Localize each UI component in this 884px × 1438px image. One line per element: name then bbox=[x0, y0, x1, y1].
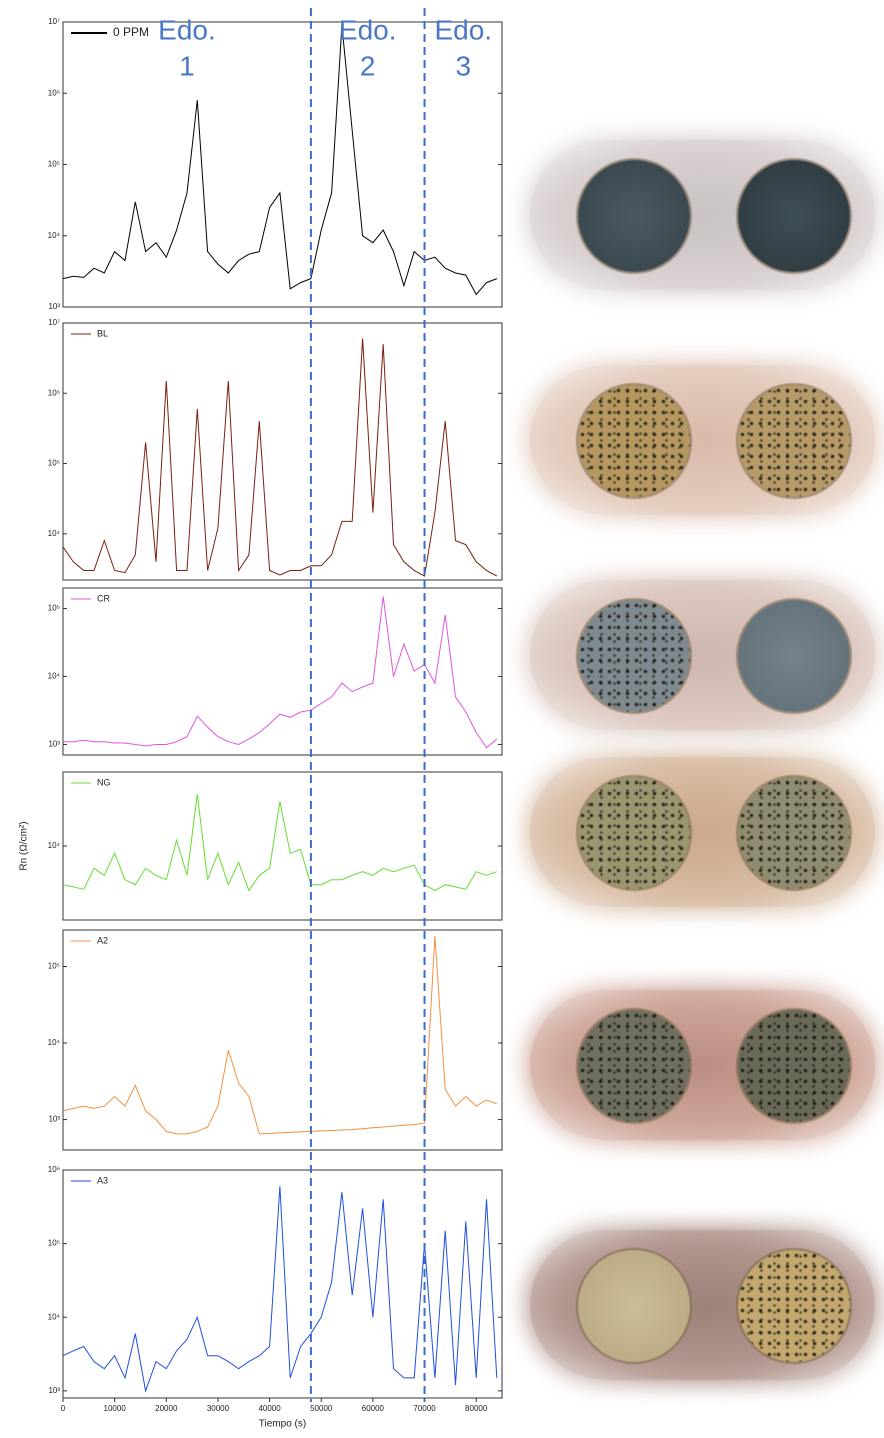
sample-disk bbox=[578, 160, 690, 272]
sample-photo bbox=[530, 757, 875, 907]
legend-label: BL bbox=[97, 328, 108, 338]
y-tick-label: 10³ bbox=[48, 302, 60, 311]
sample-disk bbox=[738, 385, 850, 497]
y-tick-label: 10⁵ bbox=[48, 962, 60, 971]
sample-disk bbox=[738, 1010, 850, 1122]
sample-disk bbox=[578, 600, 690, 712]
x-tick-label: 10000 bbox=[104, 1404, 127, 1413]
sample-disk bbox=[578, 1250, 690, 1362]
x-axis-label: Tiempo (s) bbox=[259, 1419, 306, 1430]
y-tick-label: 10⁶ bbox=[48, 388, 60, 397]
y-tick-label: 10⁴ bbox=[48, 841, 61, 850]
y-tick-label: 10⁴ bbox=[48, 1312, 61, 1321]
sample-photo bbox=[530, 990, 875, 1140]
sample-disk bbox=[578, 385, 690, 497]
sample-disk bbox=[578, 777, 690, 889]
y-tick-label: 10⁴ bbox=[48, 672, 61, 681]
y-axis-label: Rn (Ω/cm²) bbox=[19, 821, 30, 870]
y-tick-label: 10⁶ bbox=[48, 88, 60, 97]
plot-frame bbox=[62, 771, 503, 921]
x-tick-label: 20000 bbox=[155, 1404, 178, 1413]
y-tick-label: 10⁵ bbox=[48, 160, 60, 169]
state-label: 1 bbox=[179, 50, 195, 81]
y-tick-label: 10⁵ bbox=[48, 604, 60, 613]
sample-disk bbox=[738, 160, 850, 272]
x-tick-label: 0 bbox=[61, 1404, 66, 1413]
x-tick-label: 30000 bbox=[207, 1404, 230, 1413]
sample-photo bbox=[530, 580, 875, 730]
state-label: Edo. bbox=[339, 14, 397, 45]
y-tick-label: 10⁶ bbox=[48, 1165, 60, 1174]
sample-disk bbox=[578, 1010, 690, 1122]
y-tick-label: 10³ bbox=[48, 1115, 60, 1124]
y-tick-label: 10⁴ bbox=[48, 1038, 61, 1047]
x-tick-label: 40000 bbox=[258, 1404, 281, 1413]
x-tick-label: 50000 bbox=[310, 1404, 333, 1413]
x-tick-label: 70000 bbox=[413, 1404, 436, 1413]
y-tick-label: 10⁵ bbox=[48, 459, 60, 468]
sample-disk bbox=[738, 777, 850, 889]
series-line bbox=[63, 936, 497, 1135]
plot-frame bbox=[62, 929, 503, 1151]
state-label: Edo. bbox=[434, 14, 492, 45]
sample-photo bbox=[530, 365, 875, 515]
x-tick-label: 60000 bbox=[362, 1404, 385, 1413]
y-tick-label: 10⁷ bbox=[48, 318, 60, 327]
plot-frame bbox=[62, 21, 503, 308]
sample-photo bbox=[530, 140, 875, 290]
legend-label: CR bbox=[97, 593, 110, 603]
series-line bbox=[63, 25, 497, 296]
series-line bbox=[63, 338, 498, 577]
state-label: 3 bbox=[455, 50, 471, 81]
y-tick-label: 10⁴ bbox=[48, 529, 61, 538]
state-label: Edo. bbox=[158, 14, 216, 45]
y-tick-label: 10³ bbox=[48, 740, 60, 749]
series-line bbox=[63, 596, 498, 749]
plot-frame bbox=[62, 587, 503, 756]
sample-disk bbox=[738, 1250, 850, 1362]
sample-disk bbox=[738, 600, 850, 712]
legend-label: A2 bbox=[97, 935, 108, 945]
plot-frame bbox=[62, 322, 503, 581]
state-label: 2 bbox=[360, 50, 376, 81]
y-tick-label: 10⁵ bbox=[48, 1239, 60, 1248]
legend-label: NG bbox=[97, 777, 111, 787]
y-tick-label: 10⁷ bbox=[48, 17, 60, 26]
legend-label: 0 PPM bbox=[113, 25, 149, 39]
series-line bbox=[63, 794, 497, 892]
x-tick-label: 80000 bbox=[465, 1404, 488, 1413]
y-tick-label: 10⁴ bbox=[48, 231, 61, 240]
y-tick-label: 10³ bbox=[48, 1386, 60, 1395]
series-line bbox=[63, 1186, 498, 1393]
legend-label: A3 bbox=[97, 1175, 108, 1185]
plot-frame bbox=[62, 1169, 503, 1399]
sample-photo bbox=[530, 1230, 875, 1380]
